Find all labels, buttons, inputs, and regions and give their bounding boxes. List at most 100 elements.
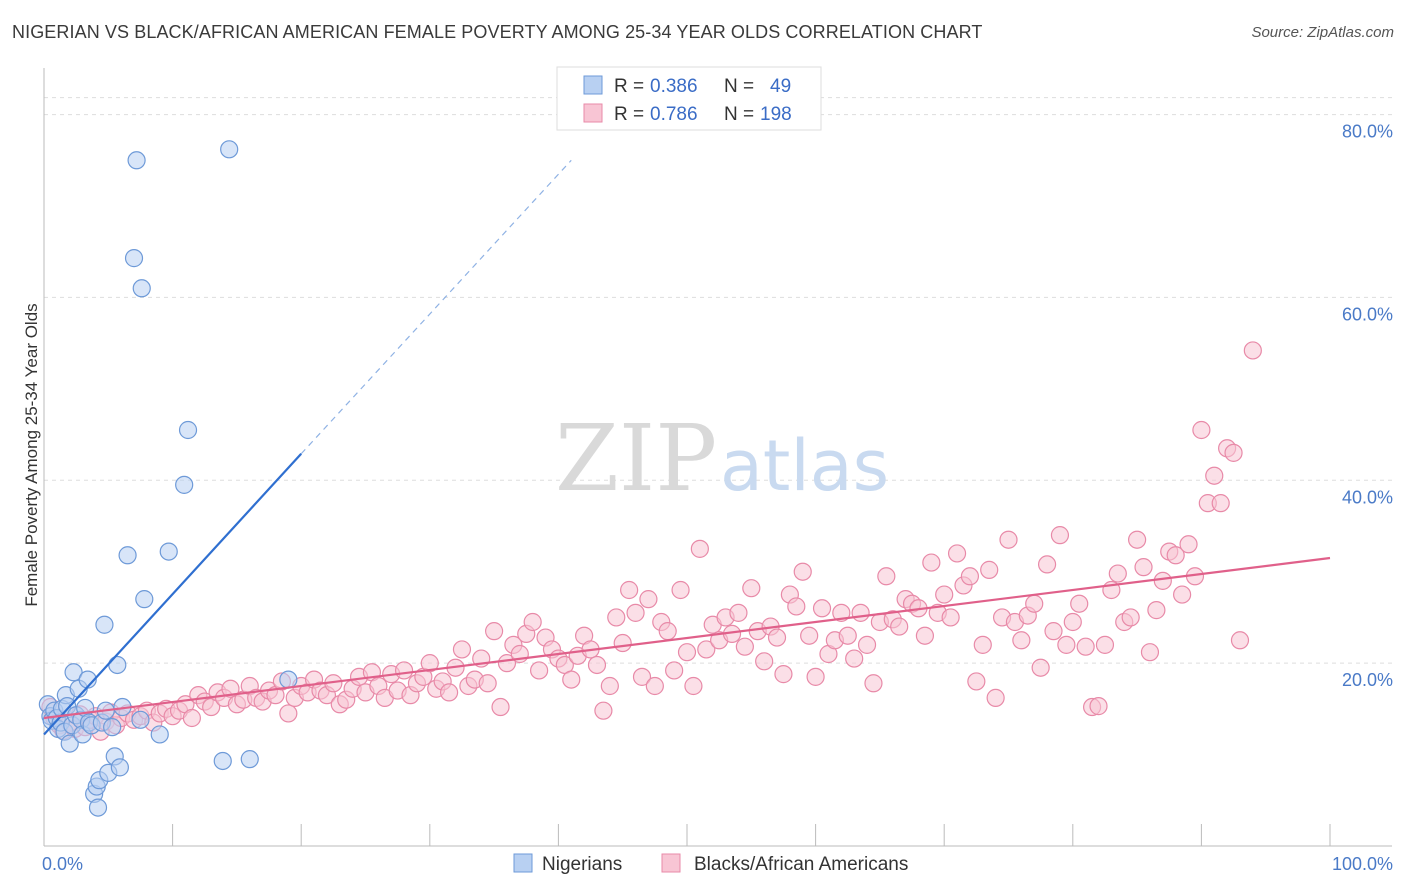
point-blacks-157	[1031, 658, 1050, 677]
point-blacks-65	[439, 683, 459, 702]
point-blacks-94	[626, 603, 645, 622]
point-nigerians-44	[213, 751, 232, 771]
point-blacks-162	[1063, 612, 1082, 632]
point-blacks-143	[941, 608, 960, 627]
point-blacks-120	[793, 562, 812, 581]
legend-r-label-nigerians: R =	[614, 76, 644, 97]
point-blacks-129	[851, 603, 870, 622]
point-blacks-93	[620, 580, 639, 600]
bottom-legend-swatch-nigerians	[513, 853, 533, 873]
point-blacks-146	[960, 567, 980, 586]
point-blacks-110	[729, 603, 748, 622]
y-tick-label-1: 40.0%	[1342, 487, 1393, 507]
point-nigerians-48	[88, 798, 108, 817]
point-nigerians-46	[240, 750, 259, 769]
legend-n-label-blacks: N =	[724, 104, 754, 125]
point-nigerians-39	[131, 710, 150, 729]
point-blacks-185	[1211, 494, 1230, 513]
point-blacks-188	[1230, 631, 1250, 650]
point-nigerians-43	[178, 420, 198, 440]
point-blacks-103	[684, 676, 703, 696]
point-blacks-154	[1012, 631, 1031, 650]
x-tick-label-0: 0.0%	[42, 854, 83, 874]
point-blacks-140	[922, 553, 941, 572]
point-blacks-184	[1205, 466, 1224, 485]
point-blacks-144	[947, 544, 967, 563]
point-blacks-62	[420, 654, 439, 673]
point-blacks-174	[1140, 643, 1160, 662]
point-blacks-58	[394, 661, 414, 680]
y-axis-label: Female Poverty Among 25-34 Year Olds	[22, 303, 41, 606]
point-blacks-67	[452, 640, 472, 659]
point-blacks-73	[491, 697, 510, 717]
point-blacks-112	[742, 579, 761, 598]
bottom-legend-label-blacks: Blacks/African Americans	[694, 854, 908, 875]
x-tick-label-1: 100.0%	[1332, 854, 1393, 874]
point-blacks-160	[1050, 526, 1070, 545]
point-blacks-164	[1076, 637, 1095, 656]
point-blacks-176	[1153, 571, 1172, 590]
y-tick-label-2: 60.0%	[1342, 304, 1393, 324]
point-blacks-128	[845, 649, 864, 668]
point-blacks-71	[478, 674, 497, 693]
point-blacks-171	[1121, 608, 1140, 627]
point-nigerians-26	[95, 615, 114, 634]
series-nigerians	[38, 140, 298, 817]
point-blacks-147	[967, 672, 986, 691]
legend-n-label-nigerians: N =	[724, 76, 754, 97]
point-blacks-126	[832, 603, 851, 622]
bottom-legend-swatch-blacks	[661, 853, 681, 873]
point-blacks-117	[774, 665, 793, 684]
point-blacks-105	[697, 640, 716, 659]
point-nigerians-36	[124, 249, 144, 268]
point-blacks-152	[999, 530, 1018, 549]
watermark-zip: ZIP	[555, 405, 717, 512]
point-blacks-88	[587, 655, 607, 675]
point-blacks-40	[279, 704, 298, 723]
point-blacks-163	[1070, 594, 1089, 613]
point-blacks-91	[607, 608, 626, 627]
point-blacks-150	[986, 688, 1005, 707]
point-blacks-156	[1025, 594, 1044, 613]
point-blacks-116	[767, 628, 787, 647]
point-blacks-158	[1037, 555, 1057, 574]
point-blacks-130	[857, 635, 877, 654]
point-blacks-123	[812, 599, 832, 618]
point-blacks-114	[755, 652, 774, 671]
trend-line-blacks	[43, 556, 1331, 720]
axes	[43, 68, 1392, 847]
point-blacks-72	[485, 622, 504, 641]
legend-r-value-blacks: 0.786	[650, 104, 698, 125]
point-blacks-175	[1147, 601, 1166, 620]
point-blacks-92	[613, 633, 632, 653]
point-blacks-99	[658, 622, 677, 641]
point-blacks-119	[787, 597, 806, 616]
point-blacks-79	[530, 661, 549, 680]
y-tick-label-3: 80.0%	[1342, 122, 1393, 142]
watermark: ZIP atlas	[555, 405, 889, 512]
point-nigerians-42	[175, 475, 194, 494]
point-nigerians-38	[135, 590, 154, 609]
point-blacks-166	[1089, 697, 1108, 716]
y-tick-label-0: 20.0%	[1342, 670, 1393, 690]
point-blacks-90	[600, 676, 619, 696]
point-nigerians-34	[118, 546, 137, 565]
point-blacks-179	[1173, 585, 1192, 604]
point-blacks-161	[1057, 635, 1076, 654]
point-blacks-131	[864, 674, 883, 693]
point-blacks-84	[562, 670, 581, 689]
point-nigerians-29	[103, 718, 122, 737]
point-blacks-96	[639, 590, 658, 609]
top-legend: R = 0.386 N = 49 R = 0.786 N = 198	[556, 66, 822, 131]
point-nigerians-37	[132, 279, 151, 298]
point-blacks-149	[980, 560, 999, 579]
point-blacks-148	[973, 635, 992, 654]
point-blacks-135	[890, 617, 909, 636]
point-blacks-111	[735, 637, 754, 656]
point-blacks-121	[800, 626, 819, 645]
chart-title: NIGERIAN VS BLACK/AFRICAN AMERICAN FEMAL…	[12, 22, 983, 42]
point-nigerians-32	[110, 758, 129, 777]
point-nigerians-45	[220, 140, 239, 159]
point-blacks-100	[665, 661, 684, 680]
legend-r-value-nigerians: 0.386	[650, 76, 698, 97]
